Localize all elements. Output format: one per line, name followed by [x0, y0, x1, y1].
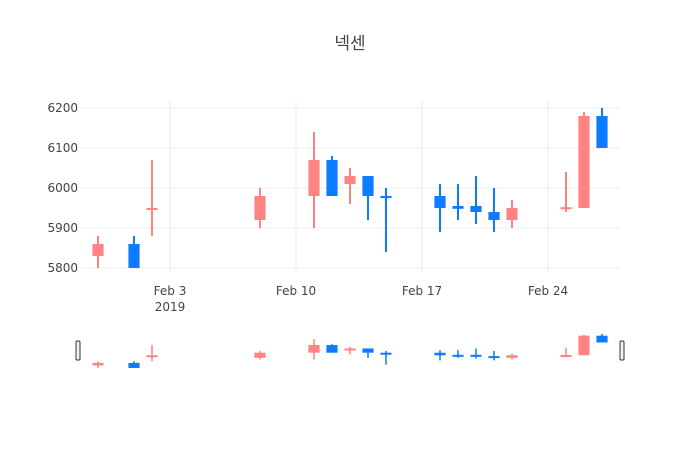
y-tick-label: 5800 — [47, 261, 78, 275]
candle-body-decreasing — [362, 176, 374, 196]
candles — [92, 108, 608, 268]
candle-body-decreasing — [470, 206, 482, 212]
range-slider-right-handle[interactable] — [619, 340, 625, 361]
x-tick-label: Feb 10 — [276, 284, 316, 298]
slider-candle-body — [146, 355, 158, 358]
slider-candle-body — [506, 355, 518, 358]
slider-candle-body — [434, 352, 446, 356]
slider-candle-body — [362, 348, 374, 353]
candle-body-decreasing — [380, 196, 392, 198]
candle-body-increasing — [146, 208, 158, 210]
slider-candle-body — [92, 362, 104, 366]
slider-candle-body — [380, 352, 392, 355]
range-slider-left-handle[interactable] — [75, 340, 81, 361]
y-axis: 5800 5900 6000 6100 6200 — [47, 101, 78, 275]
slider-candle-body — [128, 362, 140, 368]
y-tick-label: 6100 — [47, 141, 78, 155]
candle-body-increasing — [560, 207, 572, 210]
slider-candle-body — [452, 354, 464, 357]
slider-candle-body — [308, 345, 320, 353]
x-tick-label: Feb 3 — [154, 284, 187, 298]
x-tick-year-label: 2019 — [155, 300, 186, 314]
range-slider[interactable] — [75, 334, 625, 368]
candle-body-increasing — [506, 208, 518, 220]
candle-body-increasing — [254, 196, 266, 220]
chart-title: 넥센 — [334, 34, 365, 54]
slider-candle-body — [470, 354, 482, 357]
candle-body-increasing — [92, 244, 104, 256]
y-tick-label: 5900 — [47, 221, 78, 235]
candle-body-decreasing — [128, 244, 140, 268]
x-tick-label: Feb 24 — [528, 284, 568, 298]
candle-body-decreasing — [452, 206, 464, 209]
candle-body-decreasing — [596, 116, 608, 148]
candle-body-decreasing — [488, 212, 500, 220]
slider-candle-body — [560, 355, 572, 358]
slider-candle-body — [596, 335, 608, 343]
candle-body-increasing — [578, 116, 590, 208]
slider-candle-body — [344, 348, 356, 351]
slider-candle-body — [254, 352, 266, 358]
candle-body-decreasing — [434, 196, 446, 208]
slider-candle-body — [326, 345, 338, 353]
x-tick-label: Feb 17 — [402, 284, 442, 298]
candle-body-increasing — [308, 160, 320, 196]
slider-candle-body — [488, 356, 500, 359]
slider-candle-body — [578, 335, 590, 356]
candle-body-increasing — [344, 176, 356, 184]
candle-body-decreasing — [326, 160, 338, 196]
x-axis: Feb 3 2019 Feb 10 Feb 17 Feb 24 — [154, 284, 569, 314]
y-tick-label: 6000 — [47, 181, 78, 195]
y-tick-label: 6200 — [47, 101, 78, 115]
